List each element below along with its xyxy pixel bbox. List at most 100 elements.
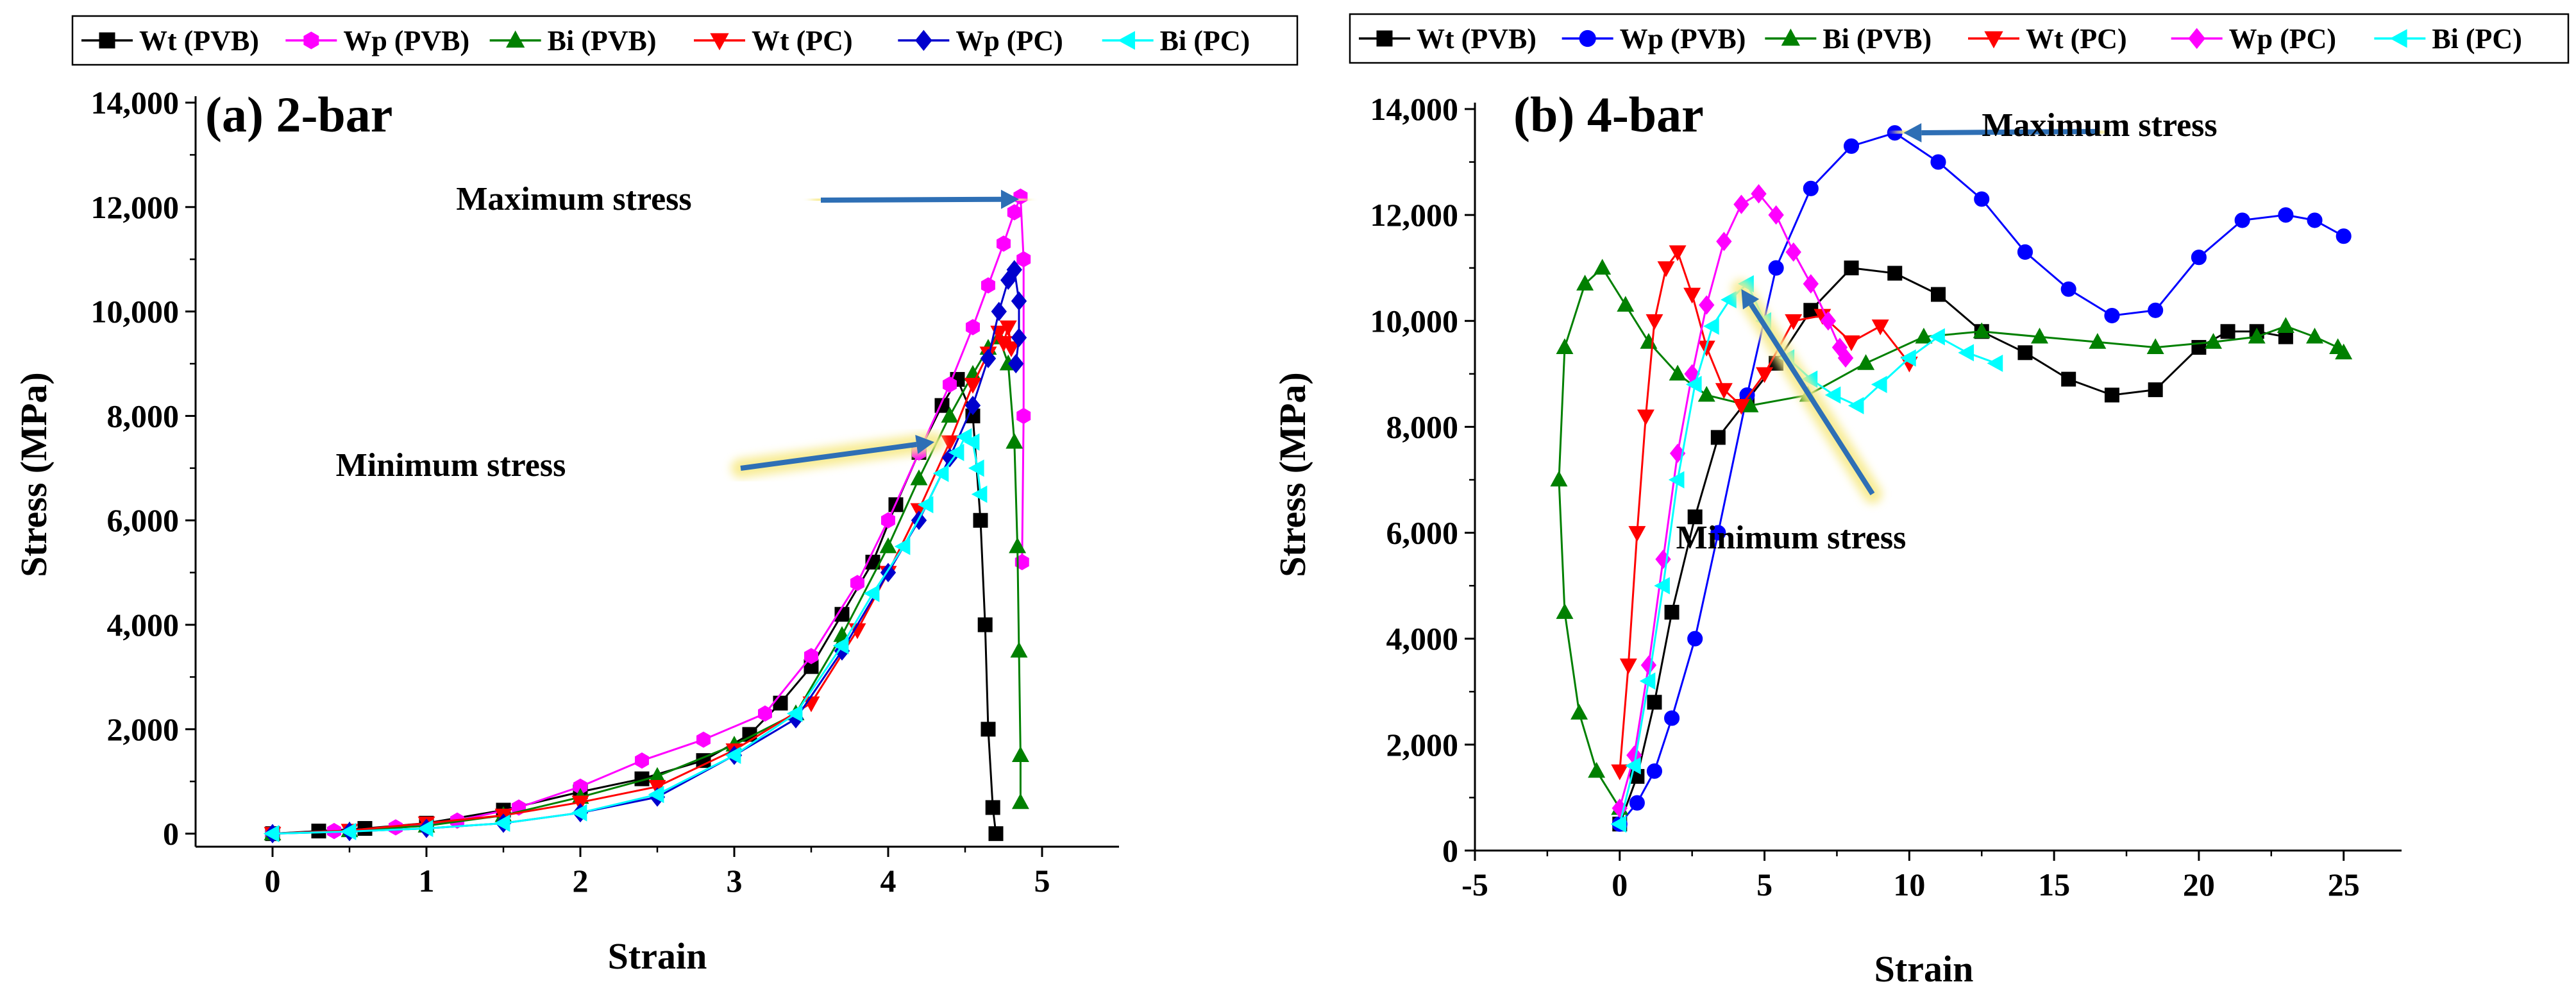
panel-b-y-tick-label: 14,000 [1370, 91, 1459, 127]
panel-a-panel-label: (a) 2-bar [205, 87, 392, 142]
panel-a-data-point [1016, 251, 1031, 267]
panel-a-y-tick-label: 14,000 [91, 85, 180, 121]
panel-b-data-point [1768, 205, 1784, 225]
panel-b-data-point [1820, 311, 1837, 331]
panel-b-data-point [1703, 318, 1719, 335]
panel-a-data-point [997, 235, 1011, 252]
panel-a-data-point [948, 443, 964, 461]
panel-b-data-point [1715, 383, 1733, 399]
panel-a-data-point [1006, 432, 1023, 449]
panel-a-data-point [863, 584, 880, 602]
panel-b-data-point [1721, 291, 1737, 309]
panel-a-data-point [999, 320, 1017, 337]
panel-a-legend-box [71, 15, 1299, 66]
panel-a-data-point [879, 537, 897, 554]
panel-b-data-point [1929, 328, 1945, 346]
panel-a-x-tick-label: 4 [880, 863, 897, 899]
annotation-arrow [820, 196, 1002, 203]
panel-b-data-point [2306, 327, 2324, 344]
panel-a-data-point [880, 563, 897, 582]
panel-b-data-point [1629, 795, 1645, 811]
panel-a-x-tick-label: 3 [727, 863, 743, 899]
panel-b-data-point [2278, 207, 2294, 223]
panel-a-data-point [1011, 746, 1029, 762]
legend-marker [99, 32, 115, 49]
panel-b-data-point [1803, 274, 1819, 294]
panel-b-x-tick-label: 0 [1612, 867, 1628, 903]
legend-marker [1376, 30, 1393, 47]
annotation-label: Maximum stress [1982, 107, 2217, 144]
panel-b-data-point [1785, 242, 1801, 262]
panel-b-chart: -5 0 5 10 15 20 2502,0004,0006,0008,00010,0001… [1272, 13, 2570, 990]
panel-a-data-point [964, 396, 981, 416]
panel-b-series-2 [1550, 258, 2353, 815]
panel-a-data-point [881, 512, 895, 529]
panel-b-data-point [1664, 710, 1680, 726]
panel-a-y-tick-label: 10,000 [91, 294, 180, 330]
panel-b-series-1 [1612, 125, 2352, 832]
panel-b-data-point [1974, 191, 1990, 207]
panel-a-data-point [648, 786, 664, 804]
panel-b-data-point [1785, 314, 1803, 330]
panel-a-data-point [1011, 328, 1027, 348]
panel-b-legend-item: Wp (PVB) [1562, 23, 1746, 55]
panel-b-data-point [2148, 382, 2163, 398]
panel-b-legend-item: Wp (PC) [2171, 23, 2336, 55]
panel-b-data-point [1733, 194, 1749, 214]
panel-a-y-tick-label: 2,000 [107, 711, 180, 747]
legend-label: Wt (PC) [2026, 23, 2127, 55]
panel-b-data-point [1576, 275, 1594, 291]
panel-a-data-point [980, 348, 997, 368]
panel-a-y-tick-label: 6,000 [107, 502, 180, 538]
panel-a-data-point [932, 464, 949, 482]
panel-a-x-axis-title: Strain [608, 935, 707, 977]
legend-marker [2188, 28, 2205, 49]
panel-b-data-point [2248, 327, 2266, 344]
panel-b-y-tick-label: 8,000 [1386, 409, 1459, 445]
panel-a-y-axis-title: Stress (MPa) [13, 372, 55, 577]
panel-b-y-axis-title: Stress (MPa) [1272, 372, 1313, 577]
panel-b-data-point [1654, 577, 1670, 595]
panel-a-data-point [1002, 341, 1020, 357]
annotation-label: Maximum stress [456, 181, 691, 217]
legend-label: Wt (PVB) [139, 25, 259, 56]
panel-a-data-point [968, 459, 984, 477]
panel-b-data-point [1887, 266, 1903, 281]
panel-b-data-point [2234, 212, 2250, 228]
panel-a-data-point [966, 319, 980, 335]
legend-label: Wt (PC) [752, 25, 853, 56]
panel-a-data-point [981, 277, 995, 294]
panel-b-annotation-0: Maximum stress [1894, 107, 2218, 144]
panel-a-series-line [272, 196, 1025, 835]
annotation-arrow [740, 441, 917, 471]
panel-b-y-tick-label: 6,000 [1386, 515, 1459, 551]
panel-a-data-point [263, 825, 280, 843]
legend-marker [710, 33, 729, 51]
panel-b-data-point [1611, 764, 1629, 781]
legend-label: Bi (PC) [2432, 23, 2522, 55]
panel-a-data-point [571, 804, 587, 822]
panel-b-data-point [2031, 327, 2049, 344]
panel-b-data-point [1610, 815, 1627, 833]
legend-marker [1579, 30, 1596, 47]
panel-b-legend-item: Wt (PC) [1968, 23, 2127, 55]
panel-a-data-point [635, 752, 649, 769]
panel-b-annotation-1: Minimum stress [1676, 279, 1906, 556]
panel-b-data-point [1628, 526, 1646, 542]
panel-b-data-point [1685, 375, 1702, 393]
panel-a-data-point [773, 695, 788, 711]
legend-label: Bi (PC) [1160, 25, 1250, 56]
panel-a-data-point [1011, 793, 1029, 809]
panel-b-data-point [2335, 343, 2353, 360]
panel-b-data-point [1550, 470, 1568, 487]
panel-a-data-point [991, 301, 1007, 321]
panel-b-series-line [1619, 192, 1847, 809]
annotation-arrow [1749, 303, 1875, 496]
annotation-arrowhead [915, 435, 934, 454]
panel-b-data-point [1844, 260, 1859, 276]
panel-b-data-point [2277, 317, 2294, 333]
panel-a-data-point [941, 435, 959, 452]
legend-marker [915, 30, 932, 51]
panel-b-y-tick-label: 0 [1442, 833, 1458, 869]
